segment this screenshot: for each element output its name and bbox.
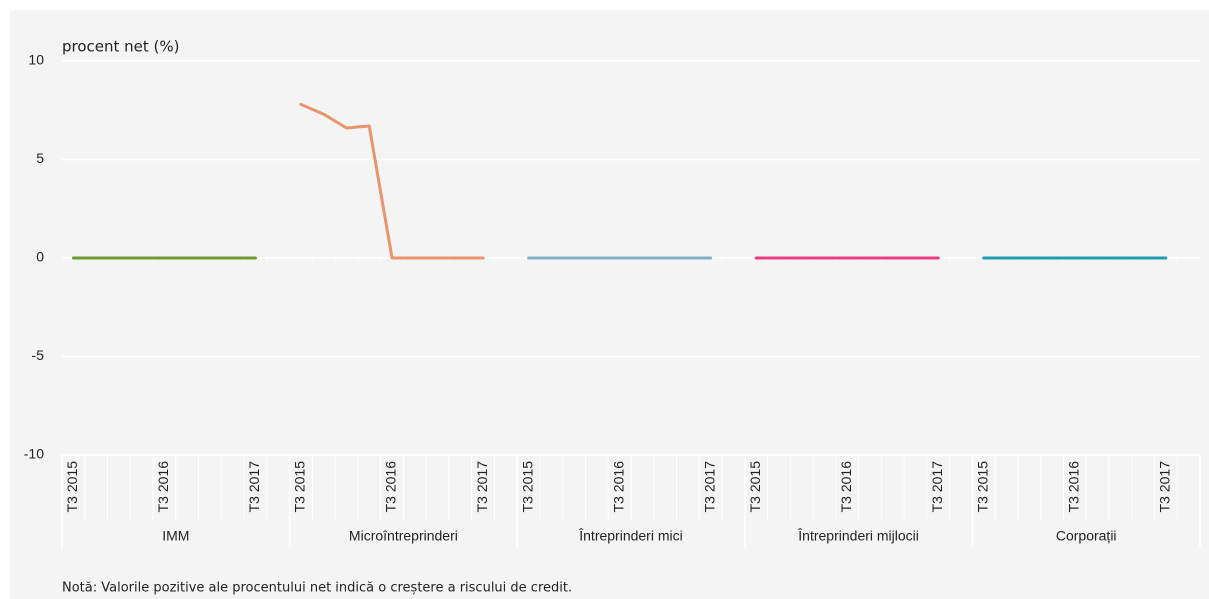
- x-tick-label: T3 2016: [838, 461, 854, 513]
- group-label: Întreprinderi mici: [578, 528, 682, 544]
- x-tick-label: T3 2017: [701, 461, 717, 513]
- y-tick-label: -5: [32, 347, 45, 363]
- x-tick-label: T3 2017: [474, 461, 490, 513]
- group-label: Corporații: [1056, 528, 1117, 544]
- x-tick-label: T3 2016: [383, 461, 399, 513]
- x-tick-label: T3 2016: [610, 461, 626, 513]
- y-axis-label: procent net (%): [62, 38, 180, 56]
- x-tick-label: T3 2016: [155, 461, 171, 513]
- x-tick-label: T3 2015: [974, 461, 990, 513]
- x-tick-label: T3 2015: [292, 461, 308, 513]
- y-tick-label: 0: [36, 249, 44, 265]
- x-tick-label: T3 2015: [747, 461, 763, 513]
- y-tick-label: -10: [24, 446, 44, 462]
- x-tick-label: T3 2017: [929, 461, 945, 513]
- group-label: IMM: [162, 528, 189, 544]
- y-tick-label: 5: [36, 150, 44, 166]
- x-tick-label: T3 2016: [1066, 461, 1082, 513]
- x-tick-label: T3 2015: [519, 461, 535, 513]
- x-tick-label: T3 2017: [1157, 461, 1173, 513]
- group-label: Microîntreprinderi: [349, 528, 458, 544]
- series-line: [299, 102, 485, 260]
- note: Notă: Valorile pozitive ale procentului …: [62, 581, 572, 596]
- y-tick-label: 10: [28, 52, 44, 68]
- x-tick-label: T3 2017: [246, 461, 262, 513]
- group-label: Întreprinderi mijlocii: [797, 528, 919, 544]
- background: [10, 10, 1209, 599]
- x-tick-label: T3 2015: [64, 461, 80, 513]
